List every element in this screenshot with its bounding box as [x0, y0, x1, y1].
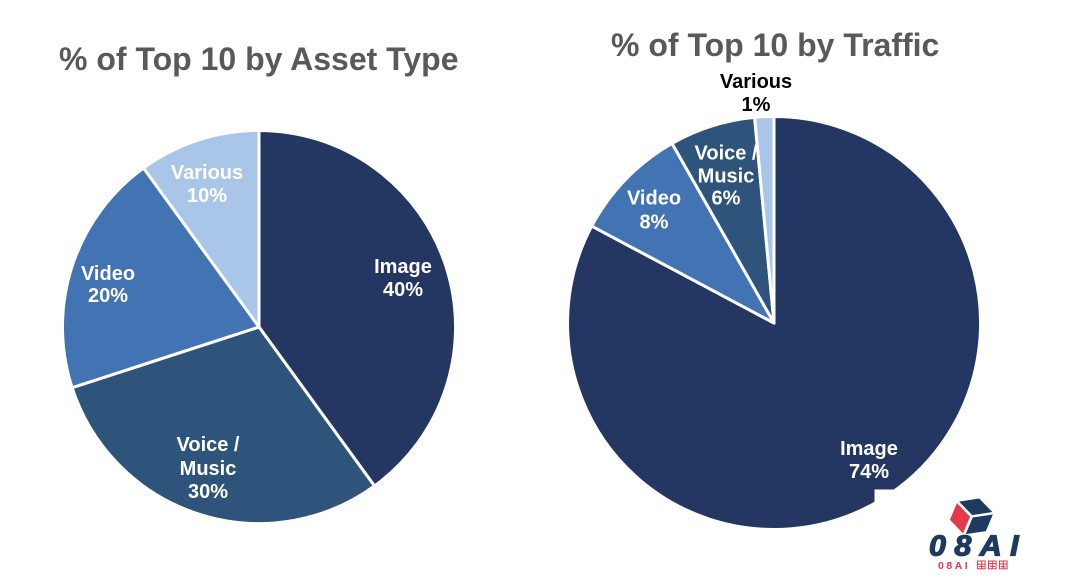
svg-text:08AI: 08AI	[938, 560, 970, 572]
